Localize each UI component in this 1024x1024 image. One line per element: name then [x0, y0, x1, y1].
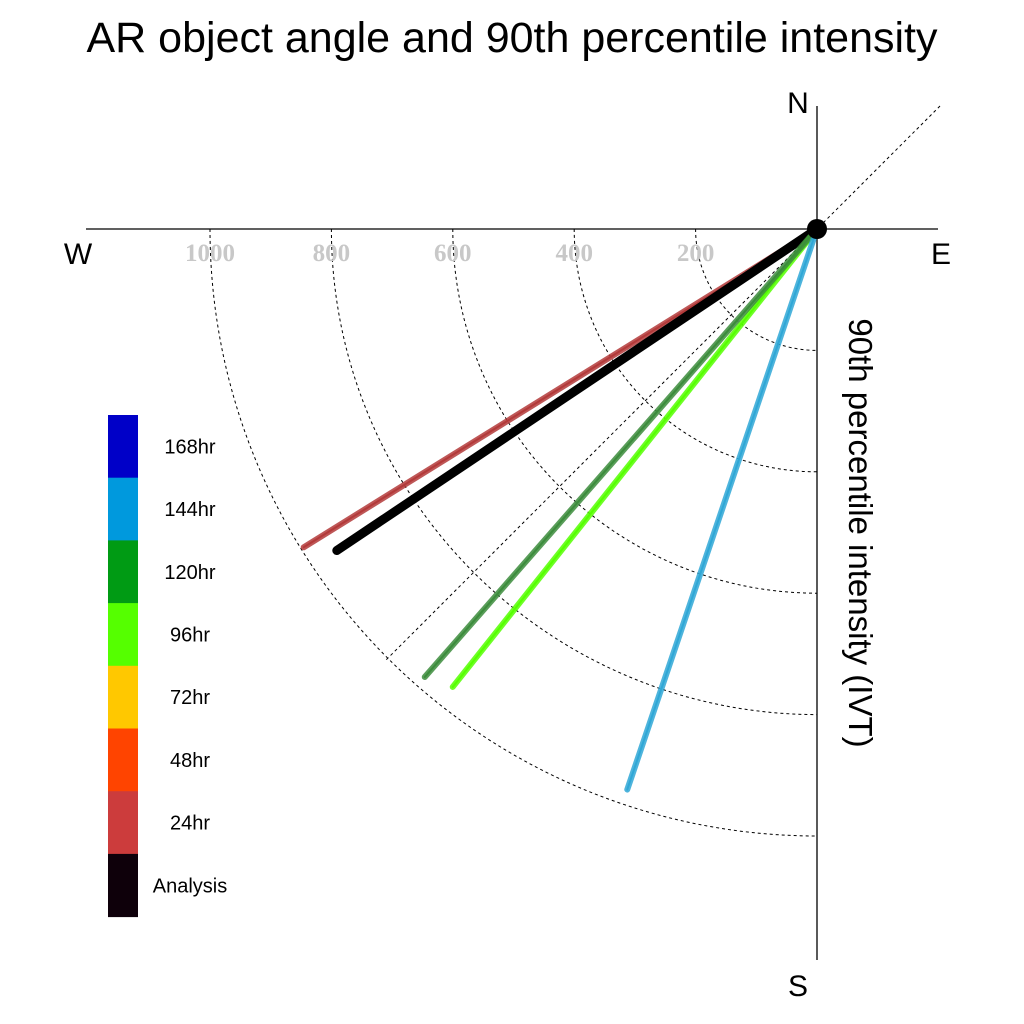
series-vector-analysis: [332, 224, 822, 555]
legend-swatch-analysis: [108, 853, 138, 918]
radial-tick-label: 1000: [185, 240, 235, 267]
legend-label-analysis: Analysis: [153, 875, 227, 897]
grid-arc-200: [695, 228, 818, 351]
legend-swatch-144hr: [108, 477, 138, 541]
legend-label-24hr: 24hr: [170, 813, 210, 835]
compass-south: S: [788, 970, 808, 1003]
grid-arc-400: [573, 228, 818, 473]
compass-north: N: [787, 87, 809, 120]
compass-west: W: [64, 238, 93, 271]
radial-tick-label: 200: [677, 240, 715, 267]
legend-label-48hr: 48hr: [170, 750, 210, 772]
legend-label-120hr: 120hr: [164, 562, 215, 584]
radial-tick-label: 400: [555, 240, 593, 267]
legend-label-96hr: 96hr: [170, 624, 210, 646]
series-vector-120hr: [421, 226, 820, 681]
radial-axis-title: 90th percentile intensity (IVT): [842, 318, 879, 747]
chart-title: AR object angle and 90th percentile inte…: [86, 14, 938, 62]
legend-swatch-48hr: [108, 728, 138, 792]
legend-swatch-120hr: [108, 540, 138, 604]
legend-swatch-168hr: [108, 415, 138, 479]
legend-swatch-24hr: [108, 791, 138, 855]
legend-label-144hr: 144hr: [164, 499, 215, 521]
origin-dot: [807, 219, 827, 239]
legend: 168hr 144hr 120hr 96hr 72hr 48hr 24hr Analysis: [108, 415, 227, 918]
grid-arc-800: [330, 228, 818, 716]
legend-swatch-96hr: [108, 603, 138, 667]
series-vector-144hr: [624, 226, 820, 793]
ne-sw-diagonal: [384, 105, 941, 662]
legend-swatch-72hr: [108, 665, 138, 729]
radial-tick-label: 600: [434, 240, 472, 267]
radial-tick-label: 800: [313, 240, 351, 267]
compass-east: E: [931, 238, 951, 271]
legend-label-72hr: 72hr: [170, 687, 210, 709]
grid-arc-600: [452, 228, 818, 594]
series-vector-96hr: [449, 226, 820, 690]
legend-label-168hr: 168hr: [164, 436, 215, 458]
